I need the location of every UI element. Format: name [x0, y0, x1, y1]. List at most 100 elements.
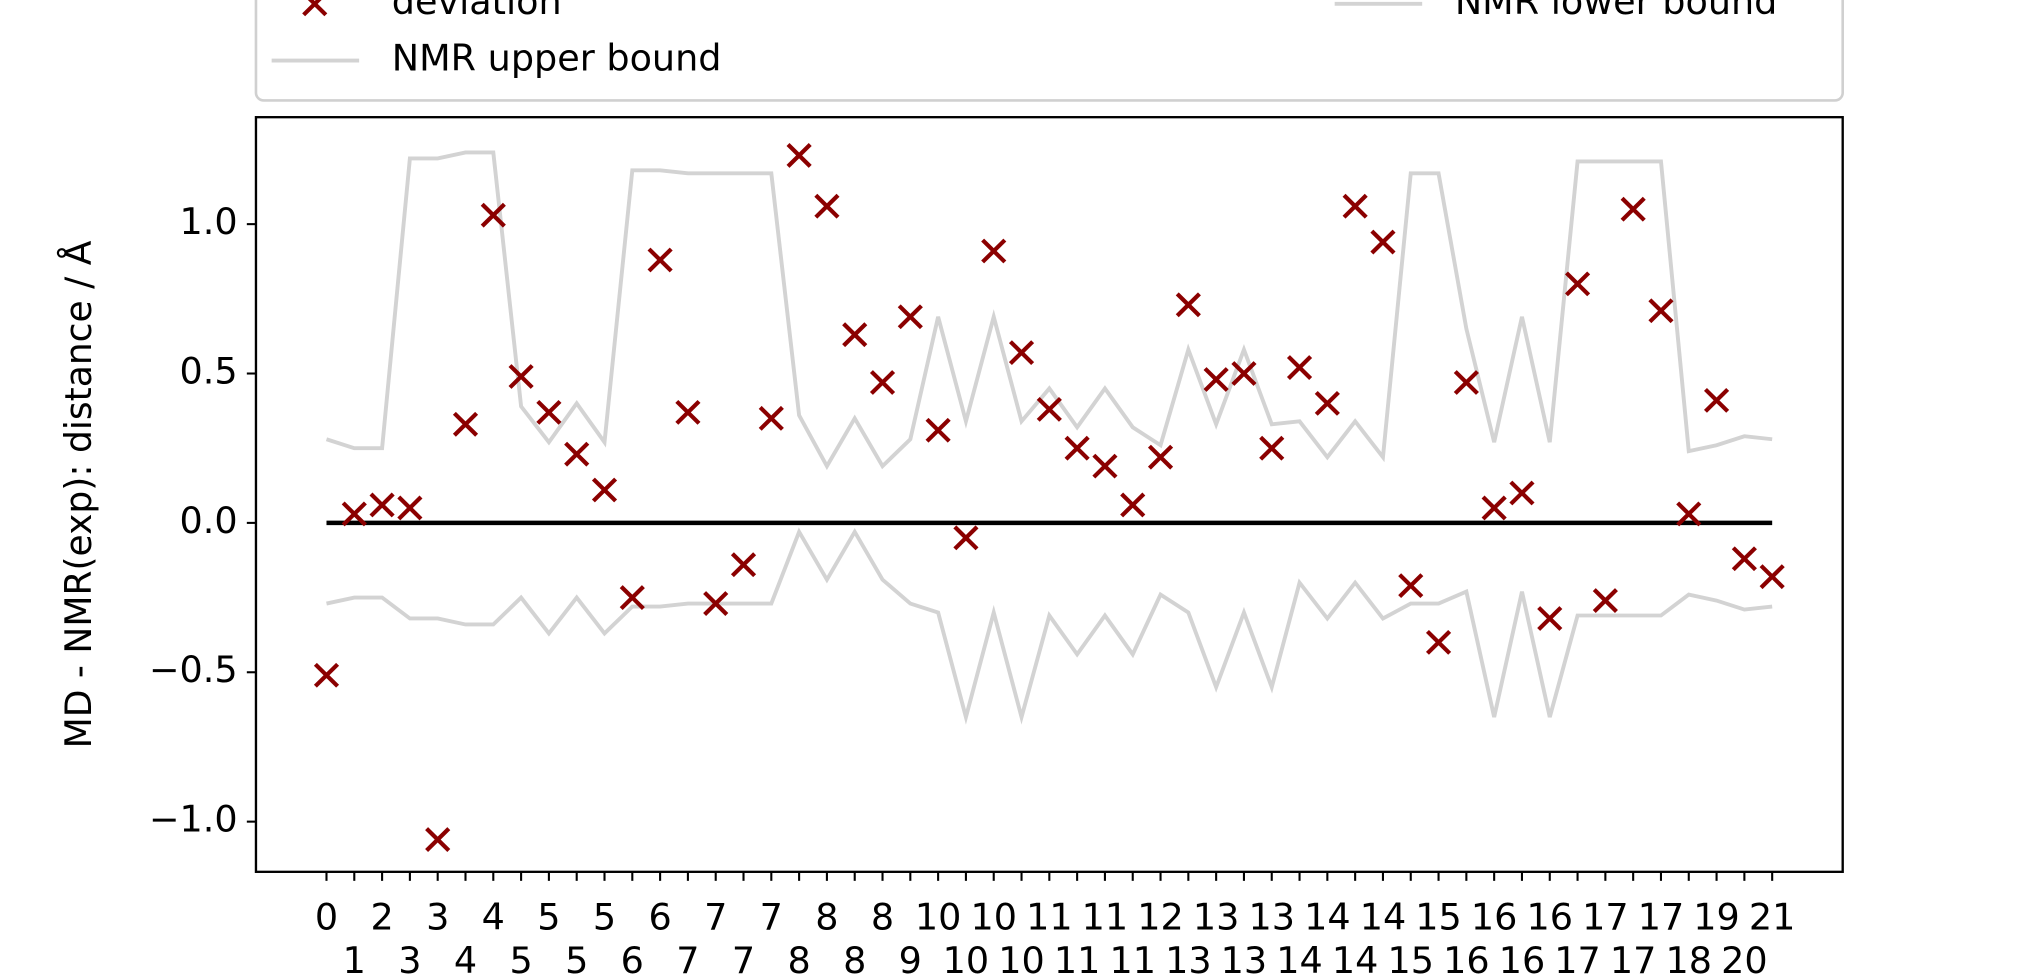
marker-stroke — [842, 322, 868, 348]
marker-stroke — [758, 405, 784, 431]
legend-label: deviation — [392, 0, 562, 23]
deviation-marker — [1425, 629, 1452, 655]
marker-stroke — [1231, 361, 1257, 386]
marker-stroke — [1509, 480, 1535, 506]
x-tick-label: 5 — [509, 939, 532, 980]
deviation-marker — [1064, 435, 1090, 461]
deviation-marker — [703, 591, 729, 616]
x-tick-label: 8 — [843, 939, 866, 980]
legend-swatch — [302, 0, 328, 17]
marker-stroke — [1259, 435, 1285, 461]
deviation-marker — [1008, 340, 1035, 366]
marker-stroke — [397, 495, 423, 521]
deviation-marker — [1453, 370, 1479, 395]
marker-stroke — [1286, 355, 1313, 380]
x-tick-label: 1 — [343, 939, 366, 980]
x-tick-label: 6 — [648, 896, 671, 939]
x-tick-label: 10 — [943, 939, 990, 980]
deviation-marker — [1342, 193, 1368, 219]
marker-stroke — [1425, 629, 1452, 655]
x-tick-label: 7 — [676, 939, 699, 980]
x-tick-label: 9 — [899, 939, 922, 980]
marker-stroke — [452, 411, 479, 437]
marker-stroke — [730, 552, 757, 578]
deviation-marker — [869, 370, 896, 395]
deviation-marker — [1509, 480, 1535, 506]
marker-stroke — [369, 492, 395, 518]
marker-stroke — [1564, 271, 1591, 297]
marker-stroke — [1370, 229, 1396, 255]
x-tick-label: 16 — [1443, 939, 1490, 980]
deviation-marker — [842, 322, 868, 348]
deviation-marker — [591, 477, 618, 503]
x-tick-label: 8 — [871, 896, 894, 939]
marker-stroke — [786, 143, 812, 168]
marker-stroke — [925, 417, 951, 443]
deviation-marker — [1036, 396, 1062, 422]
x-tick-label: 15 — [1415, 896, 1462, 939]
deviation-marker — [1620, 196, 1646, 222]
x-tick-label: 10 — [998, 939, 1045, 980]
x-tick-label: 6 — [621, 939, 644, 980]
deviation-marker — [452, 411, 479, 437]
deviation-marker — [1370, 229, 1396, 255]
x-tick-label: 3 — [426, 896, 449, 939]
deviation-marker — [897, 304, 923, 330]
x-tick-label: 7 — [704, 896, 727, 939]
marker-stroke — [953, 525, 979, 551]
marker-stroke — [647, 247, 673, 273]
marker-stroke — [1648, 298, 1674, 324]
deviation-marker — [730, 552, 757, 578]
x-tick-label: 13 — [1221, 939, 1268, 980]
deviation-marker — [369, 492, 395, 518]
x-tick-label: 11 — [1054, 939, 1101, 980]
deviation-marker — [1731, 546, 1757, 572]
marker-stroke — [1064, 435, 1090, 461]
deviation-marker — [508, 364, 534, 389]
x-tick-label: 13 — [1193, 896, 1240, 939]
marker-stroke — [1092, 453, 1118, 479]
marker-stroke — [1676, 501, 1702, 527]
marker-stroke — [1537, 606, 1563, 631]
x-tick-label: 14 — [1304, 896, 1351, 939]
deviation-marker — [1175, 292, 1201, 318]
marker-stroke — [1175, 292, 1201, 318]
deviation-marker — [1259, 435, 1285, 461]
deviation-marker — [619, 585, 645, 610]
deviation-marker — [1703, 387, 1730, 413]
legend-label: NMR lower bound — [1455, 0, 1778, 23]
x-tick-label: 17 — [1582, 896, 1629, 939]
marker-stroke — [425, 827, 451, 852]
marker-stroke — [703, 591, 729, 616]
x-tick-label: 0 — [315, 896, 338, 939]
deviation-marker — [1648, 298, 1674, 324]
deviation-marker — [1676, 501, 1702, 527]
x-tick-label: 4 — [482, 896, 505, 939]
deviation-marker — [1120, 492, 1146, 518]
x-tick-label: 18 — [1666, 939, 1713, 980]
deviation-marker — [1537, 606, 1563, 631]
marker-stroke — [341, 501, 367, 527]
deviation-marker — [1092, 453, 1118, 479]
marker-stroke — [302, 0, 322, 17]
deviation-marker — [425, 827, 451, 852]
x-tick-label: 16 — [1527, 896, 1574, 939]
y-tick-label: 0.5 — [180, 350, 238, 393]
marker-stroke — [1759, 564, 1785, 590]
x-tick-label: 10 — [970, 896, 1017, 939]
x-tick-label: 8 — [815, 896, 838, 939]
deviation-marker — [480, 202, 506, 228]
legend-box — [254, 0, 1845, 102]
deviation-marker — [1203, 367, 1229, 392]
x-tick-label: 11 — [1109, 939, 1156, 980]
deviation-marker — [564, 441, 590, 467]
x-tick-label: 4 — [454, 939, 477, 980]
deviation-marker — [1481, 495, 1507, 521]
marker-stroke — [1314, 390, 1340, 416]
deviation-marker — [925, 417, 951, 443]
x-tick-label: 13 — [1248, 896, 1295, 939]
legend-label: NMR upper bound — [392, 37, 722, 80]
deviation-marker — [536, 399, 562, 425]
marker-stroke — [1008, 340, 1035, 366]
